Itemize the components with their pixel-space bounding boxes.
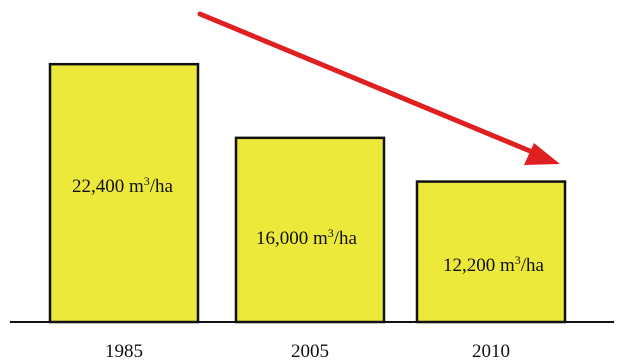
bar-2005 (234, 136, 386, 324)
bar-value-label-1985: 22,400 m3/ha (72, 174, 174, 197)
bars-group (48, 62, 567, 324)
bar-value-label-2010: 12,200 m3/ha (443, 253, 545, 276)
x-tick-label-2010: 2010 (472, 341, 510, 362)
x-tick-label-1985: 1985 (105, 341, 143, 362)
bar-1985 (48, 62, 200, 324)
trend-arrow-head (524, 143, 560, 165)
x-tick-labels: 1985 2005 2010 (105, 341, 510, 362)
bar-value-label-2005: 16,000 m3/ha (256, 226, 358, 249)
trend-arrow-shaft (197, 11, 533, 154)
bar-2010 (415, 180, 567, 324)
x-tick-label-2005: 2005 (291, 341, 329, 362)
bar-value-labels: 22,400 m3/ha 16,000 m3/ha 12,200 m3/ha (72, 174, 545, 276)
trend-arrow (197, 11, 560, 165)
